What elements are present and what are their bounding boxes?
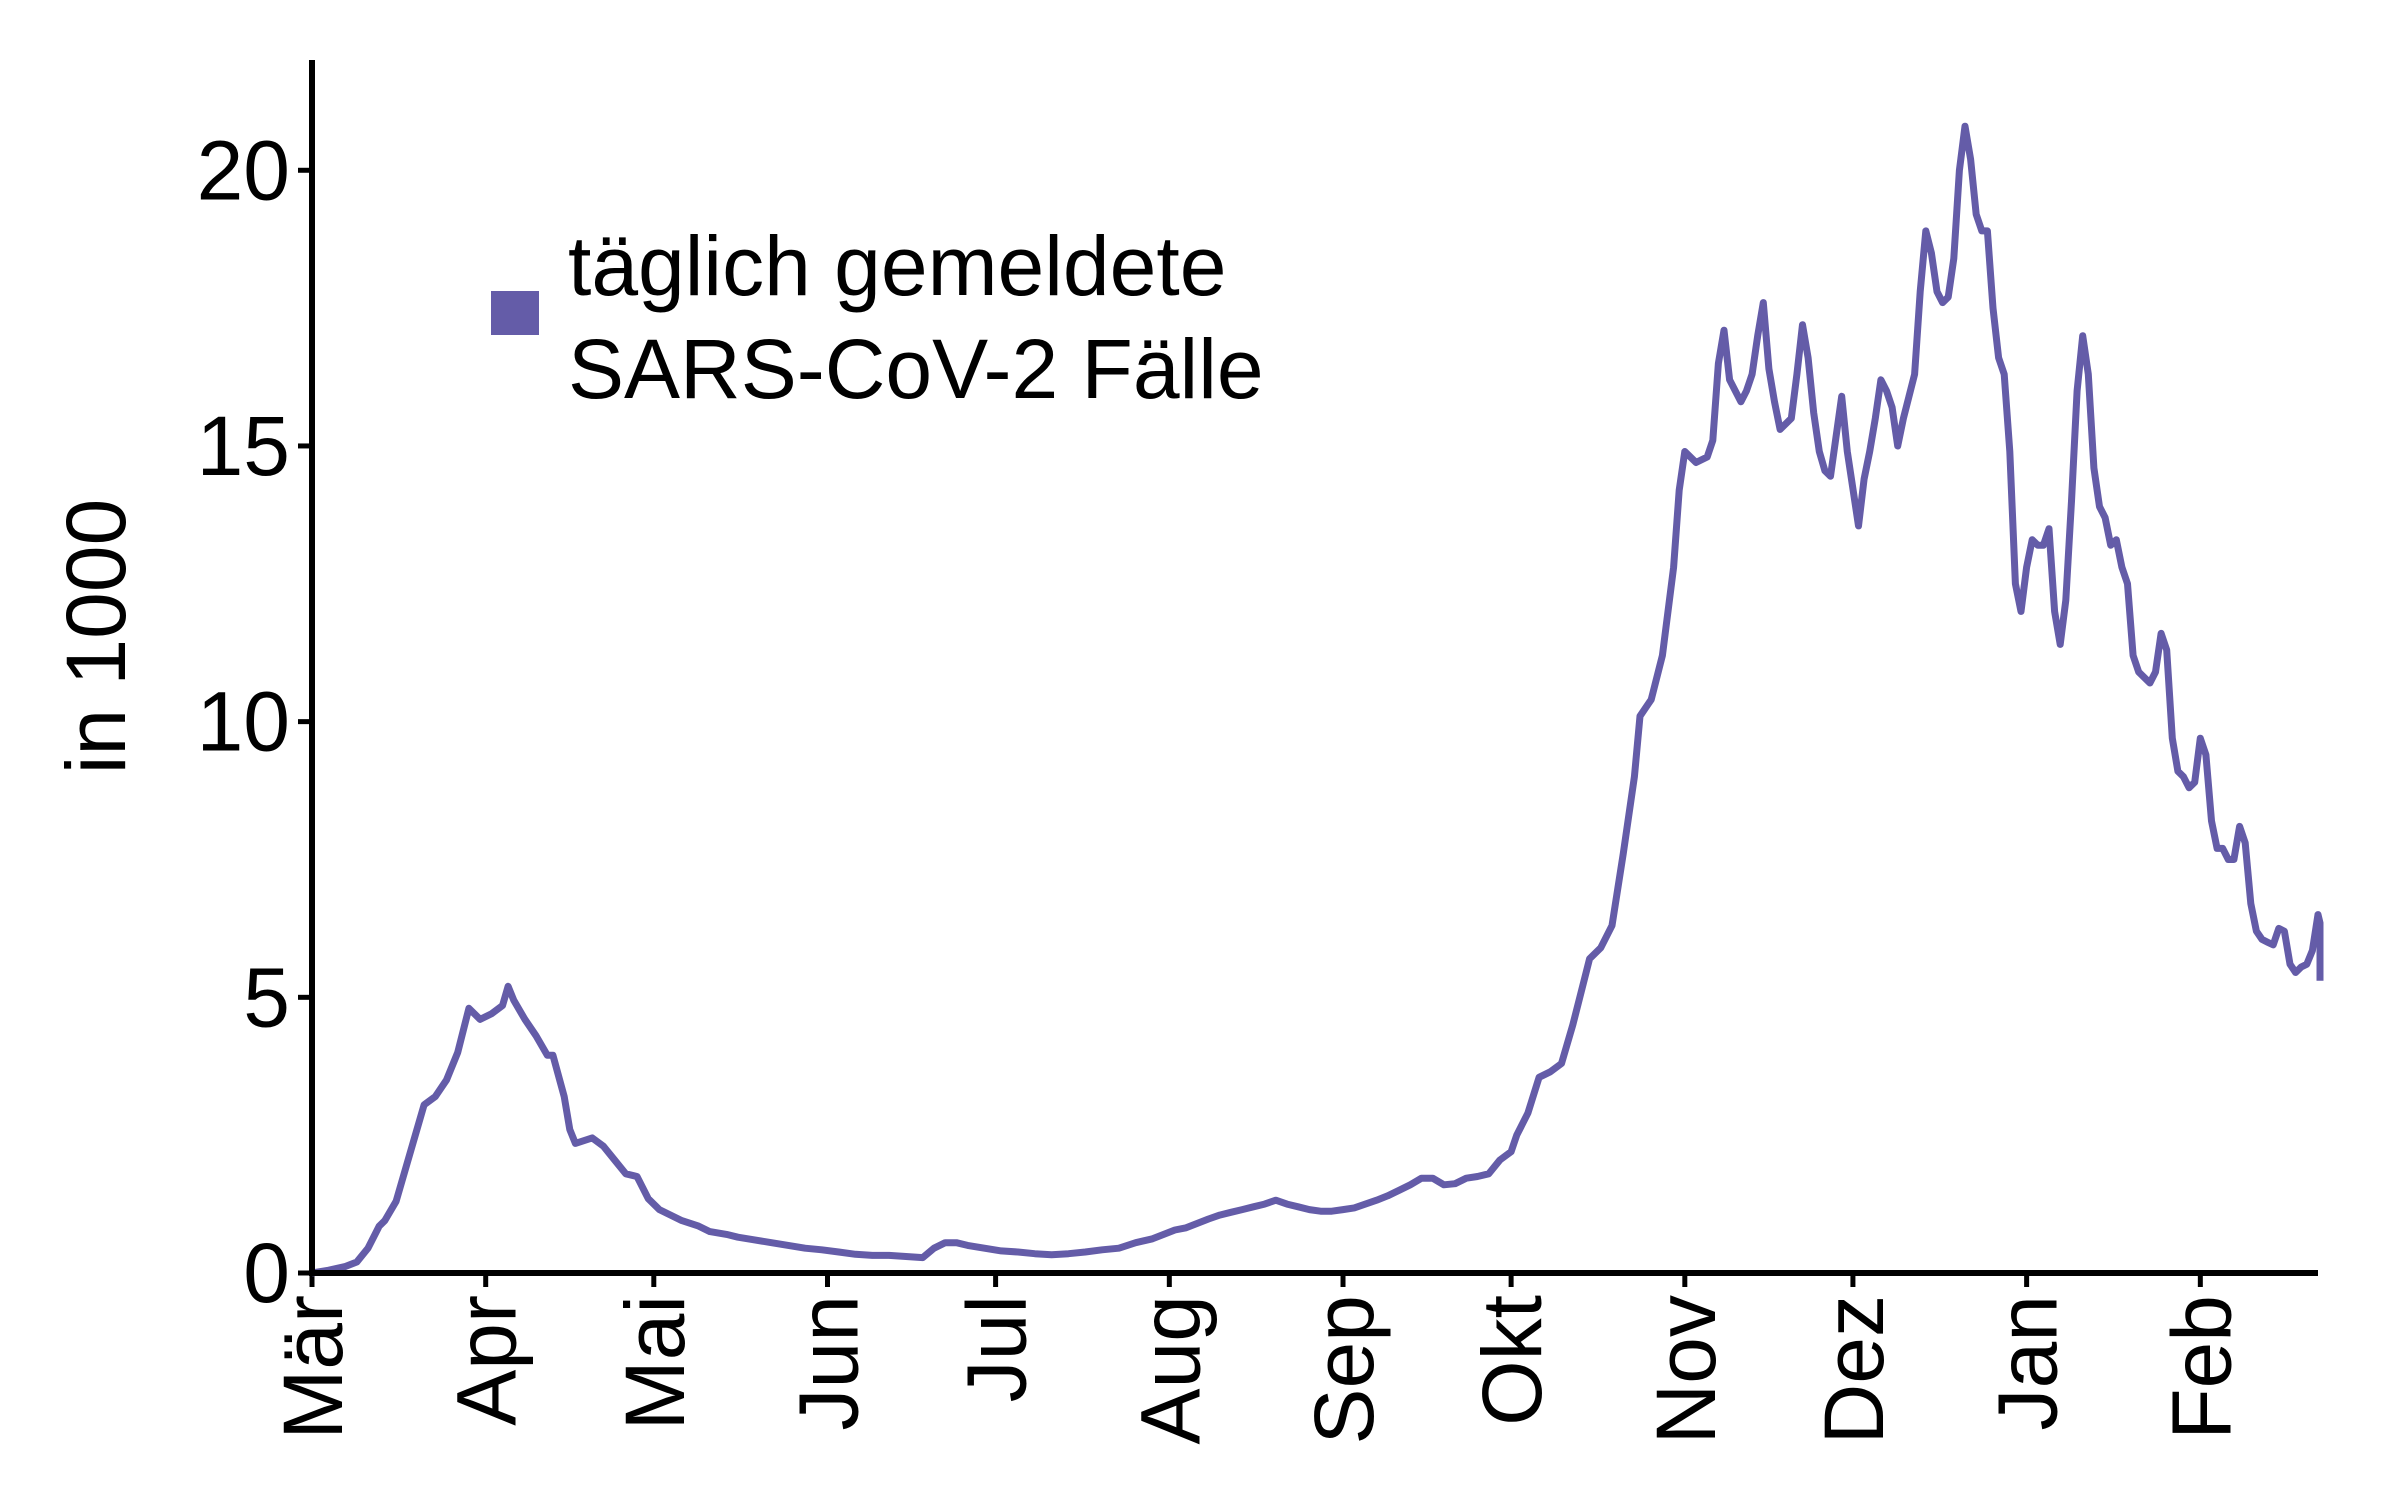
- series-layer: [311, 122, 2324, 1277]
- y-tick-label: 10: [197, 675, 290, 769]
- x-tick-label: Mai: [608, 1295, 702, 1430]
- y-tick-label: 15: [197, 399, 290, 493]
- y-tick-label: 20: [197, 123, 290, 217]
- x-tick-label: Okt: [1465, 1295, 1559, 1426]
- x-tick-label: Apr: [440, 1295, 534, 1426]
- legend-label-line-1: täglich gemeldete: [568, 219, 1226, 313]
- legend-label-line-2: SARS-CoV-2 Fälle: [568, 322, 1264, 416]
- legend-swatch: [491, 291, 539, 335]
- x-tick-label: Jun: [782, 1295, 876, 1430]
- x-tick-label: Mär: [266, 1295, 360, 1440]
- x-tick-label: Jan: [1981, 1295, 2075, 1430]
- legend: täglich gemeldete SARS-CoV-2 Fälle: [491, 219, 1264, 416]
- x-tick-label: Nov: [1639, 1295, 1733, 1444]
- y-axis-title: in 1000: [49, 499, 143, 775]
- y-tick-label: 0: [243, 1226, 290, 1320]
- x-tick-label: Sep: [1297, 1295, 1391, 1444]
- y-tick-label: 5: [243, 950, 290, 1044]
- x-tick-label: Dez: [1807, 1295, 1901, 1444]
- x-tick-label: Feb: [2154, 1295, 2248, 1440]
- x-tick-label: Jul: [950, 1295, 1044, 1402]
- series-line: [311, 122, 2324, 1277]
- x-tick-label: Aug: [1123, 1295, 1217, 1444]
- y-axis-ticks: 0 5 10 15 20: [197, 123, 312, 1320]
- x-axis-ticks: Mär Apr Mai Jun Jul Aug Sep Okt Nov Dez Jan Feb: [266, 1273, 2248, 1444]
